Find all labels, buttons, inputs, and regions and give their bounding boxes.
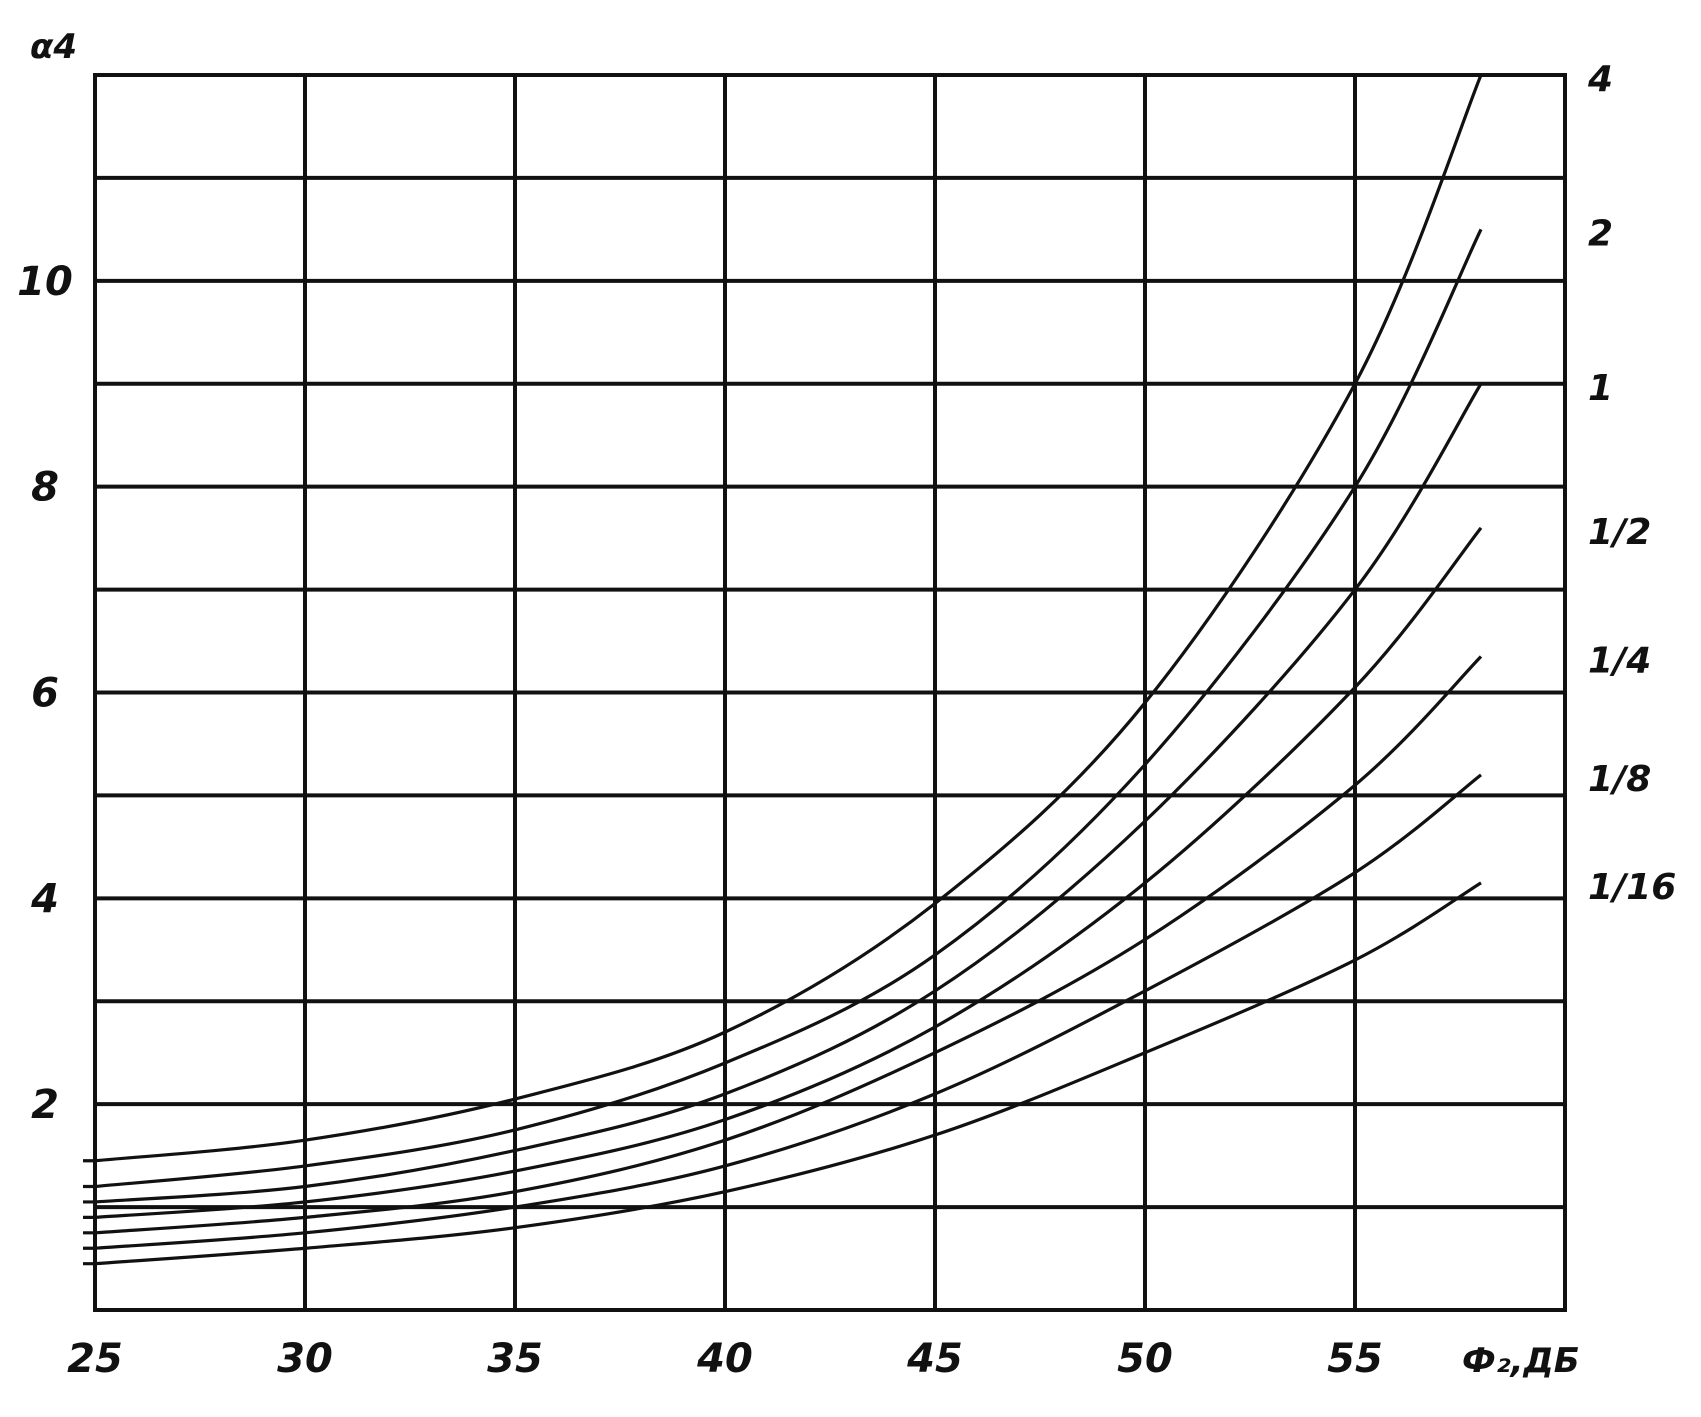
y-tick-label: 4 [30, 876, 59, 922]
y-tick-label: 10 [17, 259, 73, 305]
series-line [83, 382, 1483, 1204]
tick-labels: 25 30 35 40 45 50 55 2 4 6 8 10 [17, 259, 1383, 1382]
x-tick-label: 40 [696, 1336, 753, 1382]
series-label: 1/16 [1588, 867, 1676, 908]
grid [93, 73, 1567, 1312]
y-tick-label: 6 [31, 671, 59, 717]
series-line [83, 228, 1483, 1189]
curves: 4 2 1 1/2 1/4 1/8 1/16 [83, 59, 1676, 1266]
y-tick-label: 8 [31, 465, 59, 511]
x-tick-label: 30 [277, 1336, 333, 1382]
series-label: 1/2 [1588, 512, 1651, 553]
x-tick-label: 50 [1117, 1336, 1173, 1382]
x-tick-label: 55 [1327, 1336, 1383, 1382]
y-axis-label: α4 [30, 27, 77, 67]
series-label: 4 [1587, 59, 1613, 100]
series-line [83, 526, 1483, 1219]
series-line [83, 773, 1482, 1250]
x-axis-label: Ф₂,ДБ [1462, 1341, 1580, 1381]
x-tick-label: 35 [487, 1336, 543, 1382]
series-label: 2 [1588, 213, 1613, 254]
series-line [83, 881, 1482, 1266]
x-tick-label: 45 [906, 1336, 963, 1382]
series-label: 1/8 [1588, 759, 1651, 800]
y-tick-label: 2 [31, 1082, 59, 1128]
series-label: 1/4 [1588, 640, 1651, 681]
series-line [83, 74, 1483, 1163]
series-label: 1 [1588, 368, 1613, 409]
series-line [83, 655, 1483, 1235]
x-tick-label: 25 [67, 1336, 123, 1382]
